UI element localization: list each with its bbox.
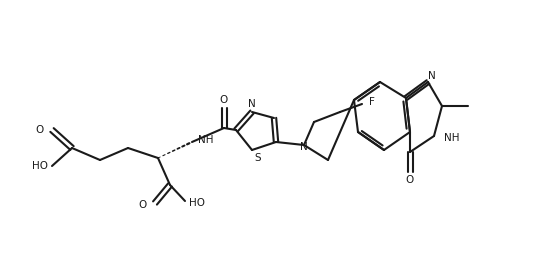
Text: HO: HO (32, 161, 48, 171)
Text: S: S (255, 153, 261, 163)
Text: NH: NH (444, 133, 459, 143)
Text: N: N (248, 99, 256, 109)
Text: NH: NH (198, 135, 213, 145)
Text: F: F (369, 97, 375, 107)
Text: N: N (428, 71, 436, 81)
Text: N: N (300, 142, 308, 152)
Text: O: O (406, 175, 414, 185)
Text: O: O (36, 125, 44, 135)
Text: O: O (220, 95, 228, 105)
Text: HO: HO (189, 198, 205, 208)
Text: O: O (139, 200, 147, 210)
